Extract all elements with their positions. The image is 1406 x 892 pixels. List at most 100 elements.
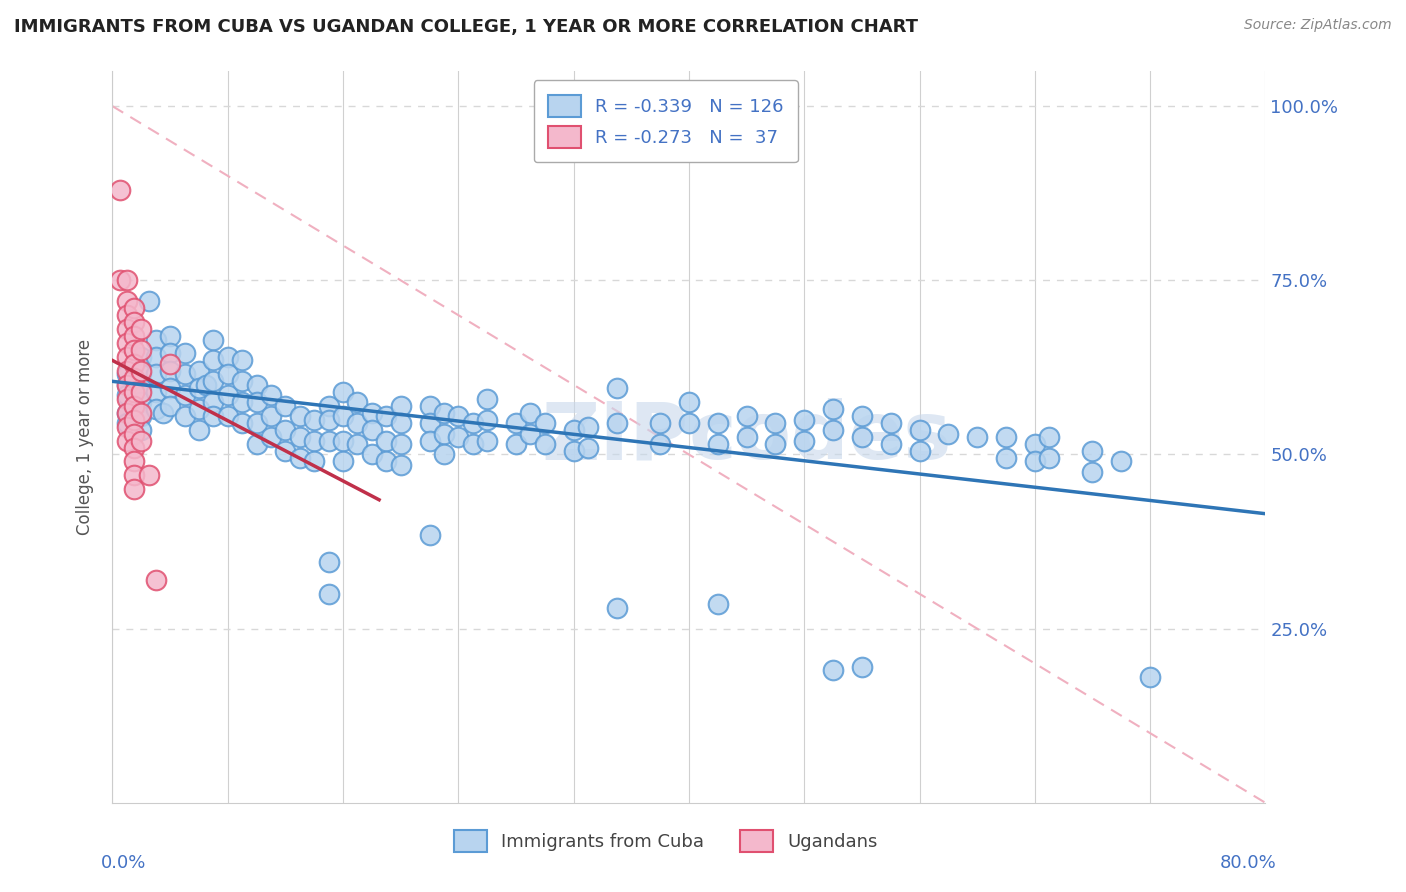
Point bbox=[1024, 437, 1046, 451]
Point bbox=[145, 402, 167, 417]
Point bbox=[346, 395, 368, 409]
Point bbox=[1038, 430, 1060, 444]
Point bbox=[461, 437, 484, 451]
Point bbox=[735, 409, 758, 424]
Point bbox=[606, 600, 628, 615]
Point bbox=[880, 437, 903, 451]
Text: ZIP: ZIP bbox=[541, 398, 689, 476]
Point bbox=[122, 301, 145, 316]
Point bbox=[346, 437, 368, 451]
Point bbox=[274, 423, 297, 437]
Point bbox=[159, 357, 181, 371]
Point bbox=[360, 406, 382, 420]
Point bbox=[332, 454, 354, 468]
Point bbox=[202, 333, 225, 347]
Point bbox=[447, 409, 470, 424]
Point bbox=[821, 402, 844, 417]
Point bbox=[851, 660, 873, 674]
Point bbox=[678, 395, 700, 409]
Point bbox=[115, 294, 138, 309]
Point bbox=[145, 368, 167, 382]
Point bbox=[505, 437, 527, 451]
Point bbox=[475, 412, 499, 426]
Point bbox=[145, 333, 167, 347]
Point bbox=[122, 412, 145, 426]
Point bbox=[122, 357, 145, 371]
Point bbox=[246, 437, 269, 451]
Point bbox=[115, 273, 138, 287]
Point bbox=[188, 423, 211, 437]
Point bbox=[447, 430, 470, 444]
Point bbox=[159, 399, 181, 413]
Point bbox=[318, 399, 340, 413]
Point bbox=[576, 419, 599, 434]
Point bbox=[678, 416, 700, 430]
Point bbox=[115, 388, 138, 402]
Text: 80.0%: 80.0% bbox=[1220, 854, 1277, 872]
Point bbox=[129, 364, 153, 378]
Point bbox=[122, 371, 145, 385]
Text: Source: ZipAtlas.com: Source: ZipAtlas.com bbox=[1244, 18, 1392, 32]
Point bbox=[318, 434, 340, 448]
Point bbox=[332, 434, 354, 448]
Point bbox=[129, 423, 153, 437]
Point bbox=[122, 454, 145, 468]
Point bbox=[195, 377, 218, 392]
Point bbox=[433, 448, 456, 462]
Point bbox=[375, 434, 398, 448]
Point bbox=[115, 308, 138, 322]
Point bbox=[173, 368, 195, 382]
Point bbox=[217, 409, 239, 424]
Point bbox=[1081, 465, 1104, 479]
Point bbox=[202, 375, 225, 389]
Point bbox=[122, 483, 145, 497]
Point bbox=[129, 322, 153, 336]
Point bbox=[115, 322, 138, 336]
Point bbox=[274, 399, 297, 413]
Point bbox=[231, 416, 253, 430]
Point bbox=[231, 375, 253, 389]
Point bbox=[908, 423, 931, 437]
Point bbox=[188, 364, 211, 378]
Point bbox=[260, 430, 283, 444]
Point bbox=[650, 437, 672, 451]
Point bbox=[375, 454, 398, 468]
Point bbox=[606, 416, 628, 430]
Point bbox=[129, 381, 153, 395]
Point bbox=[274, 444, 297, 458]
Point bbox=[159, 381, 181, 395]
Point bbox=[231, 353, 253, 368]
Point bbox=[159, 364, 181, 378]
Point bbox=[129, 434, 153, 448]
Point bbox=[650, 416, 672, 430]
Point bbox=[765, 437, 787, 451]
Point bbox=[707, 437, 730, 451]
Point bbox=[606, 381, 628, 395]
Point bbox=[122, 426, 145, 441]
Point bbox=[346, 416, 368, 430]
Point bbox=[318, 587, 340, 601]
Point bbox=[475, 434, 499, 448]
Point bbox=[433, 406, 456, 420]
Point bbox=[122, 315, 145, 329]
Point bbox=[419, 527, 441, 541]
Point bbox=[288, 430, 311, 444]
Point bbox=[475, 392, 499, 406]
Point bbox=[159, 329, 181, 343]
Point bbox=[332, 409, 354, 424]
Point bbox=[115, 416, 138, 430]
Point bbox=[115, 392, 138, 406]
Point bbox=[246, 377, 269, 392]
Point bbox=[562, 423, 585, 437]
Point bbox=[1111, 454, 1133, 468]
Point bbox=[995, 450, 1018, 465]
Point bbox=[765, 416, 787, 430]
Point bbox=[389, 437, 412, 451]
Point bbox=[217, 368, 239, 382]
Text: IMMIGRANTS FROM CUBA VS UGANDAN COLLEGE, 1 YEAR OR MORE CORRELATION CHART: IMMIGRANTS FROM CUBA VS UGANDAN COLLEGE,… bbox=[14, 18, 918, 36]
Point bbox=[419, 399, 441, 413]
Point bbox=[375, 409, 398, 424]
Text: 0.0%: 0.0% bbox=[101, 854, 146, 872]
Point bbox=[129, 368, 153, 382]
Point bbox=[129, 343, 153, 357]
